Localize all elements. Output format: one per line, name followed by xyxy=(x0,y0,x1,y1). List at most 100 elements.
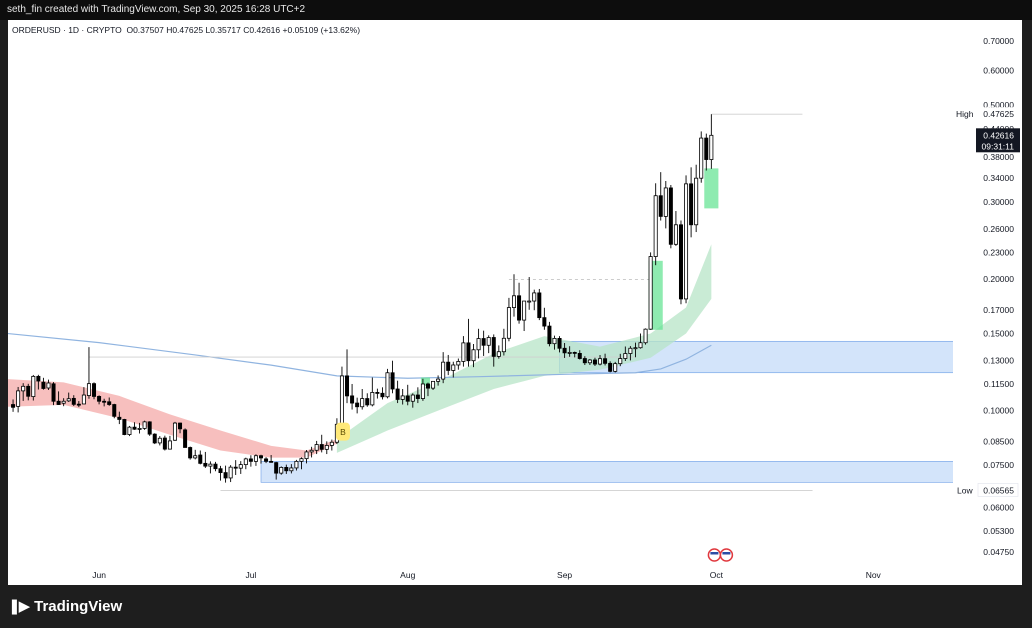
candle-body xyxy=(299,458,304,462)
candle-body xyxy=(431,380,436,389)
candle-body xyxy=(61,400,66,404)
candle-body xyxy=(365,398,370,406)
low-value: L0.35717 xyxy=(205,25,241,35)
candle xyxy=(537,288,542,321)
candle-body xyxy=(167,440,172,450)
candle xyxy=(451,361,456,378)
us-flag-event-icon xyxy=(707,548,722,562)
candle xyxy=(147,421,152,436)
candle-body xyxy=(21,385,26,392)
candle xyxy=(562,343,567,358)
footer-bar: ❚▶ TradingView xyxy=(0,585,1032,628)
candle xyxy=(511,274,516,317)
candle xyxy=(678,220,683,305)
candle xyxy=(294,459,299,471)
candle xyxy=(304,450,309,464)
candle xyxy=(183,428,188,448)
candle-body xyxy=(157,437,162,444)
candle xyxy=(117,411,122,425)
x-tick-label: Sep xyxy=(557,570,572,580)
candle xyxy=(608,361,613,373)
candle xyxy=(375,388,380,399)
candle-body xyxy=(577,352,582,359)
candle xyxy=(415,387,420,404)
candle xyxy=(238,461,243,474)
candle-body xyxy=(66,398,71,402)
candle-body xyxy=(608,362,613,372)
candle xyxy=(567,346,572,357)
y-tick-label: 0.70000 xyxy=(983,36,1014,46)
candle-body xyxy=(370,392,375,406)
candle-body xyxy=(355,402,360,408)
candle xyxy=(36,374,41,390)
candle-body xyxy=(345,375,350,397)
candle-body xyxy=(162,437,167,450)
chart-panel[interactable]: ORDERUSD · 1D · CRYPTO O0.37507 H0.47625… xyxy=(8,20,1022,585)
candle-body xyxy=(117,416,122,420)
candle-body xyxy=(152,433,157,444)
candle xyxy=(350,383,355,410)
price-chart[interactable]: B0.700000.600000.500000.440000.380000.34… xyxy=(8,20,1022,585)
y-tick-label: 0.13000 xyxy=(983,356,1014,366)
x-tick-label: Nov xyxy=(866,570,882,580)
candle-body xyxy=(274,462,279,474)
attribution-bar: seth_fin created with TradingView.com, S… xyxy=(0,0,1032,20)
candle-body xyxy=(517,295,522,321)
bullish-ribbon xyxy=(336,244,712,453)
symbol-label[interactable]: ORDERUSD · 1D · CRYPTO xyxy=(12,25,122,35)
open-value: O0.37507 xyxy=(126,25,164,35)
candle-body xyxy=(542,317,547,327)
candle-body xyxy=(663,187,668,217)
support-zone xyxy=(260,461,977,483)
y-tick-label: 0.26000 xyxy=(983,224,1014,234)
candle-body xyxy=(587,359,592,364)
candle-body xyxy=(46,382,51,389)
candle xyxy=(172,421,177,441)
candle-body xyxy=(476,338,481,351)
y-tick-label: 0.07500 xyxy=(983,460,1014,470)
close-value: C0.42616 xyxy=(243,25,281,35)
candle-body xyxy=(198,454,203,464)
candle xyxy=(355,397,360,414)
candle xyxy=(668,185,673,249)
candle xyxy=(370,377,375,407)
candle xyxy=(491,334,496,367)
candle xyxy=(11,399,16,412)
candle-body xyxy=(436,378,441,382)
tradingview-logo[interactable]: ❚▶ TradingView xyxy=(8,597,122,615)
candle xyxy=(309,446,314,458)
candle-body xyxy=(41,381,46,389)
candle-body xyxy=(496,351,501,357)
candle-body xyxy=(395,388,400,400)
high-value: 0.47625 xyxy=(983,109,1014,119)
candle-body xyxy=(461,342,466,362)
candle xyxy=(436,375,441,386)
candle-body xyxy=(668,187,673,245)
candle xyxy=(142,420,147,430)
candle-body xyxy=(638,342,643,349)
candle xyxy=(587,358,592,365)
candle-body xyxy=(552,338,557,345)
candle xyxy=(441,352,446,384)
candle xyxy=(638,333,643,349)
candle xyxy=(203,451,208,468)
candle xyxy=(137,422,142,434)
candle-body xyxy=(673,224,678,245)
candle xyxy=(193,449,198,460)
candle-body xyxy=(26,385,31,397)
candle-body xyxy=(208,463,213,467)
candle-body xyxy=(441,361,446,380)
candle xyxy=(314,440,319,455)
candle-body xyxy=(319,444,324,450)
candle-body xyxy=(501,337,506,353)
candle xyxy=(542,307,547,330)
candle-body xyxy=(188,447,193,459)
candle xyxy=(486,335,491,354)
candle-body xyxy=(127,426,132,435)
bearish-ribbon xyxy=(8,379,337,458)
candle-body xyxy=(547,325,552,345)
candle xyxy=(16,386,21,413)
candle xyxy=(517,282,522,324)
candle xyxy=(284,464,289,474)
candle xyxy=(86,347,91,399)
